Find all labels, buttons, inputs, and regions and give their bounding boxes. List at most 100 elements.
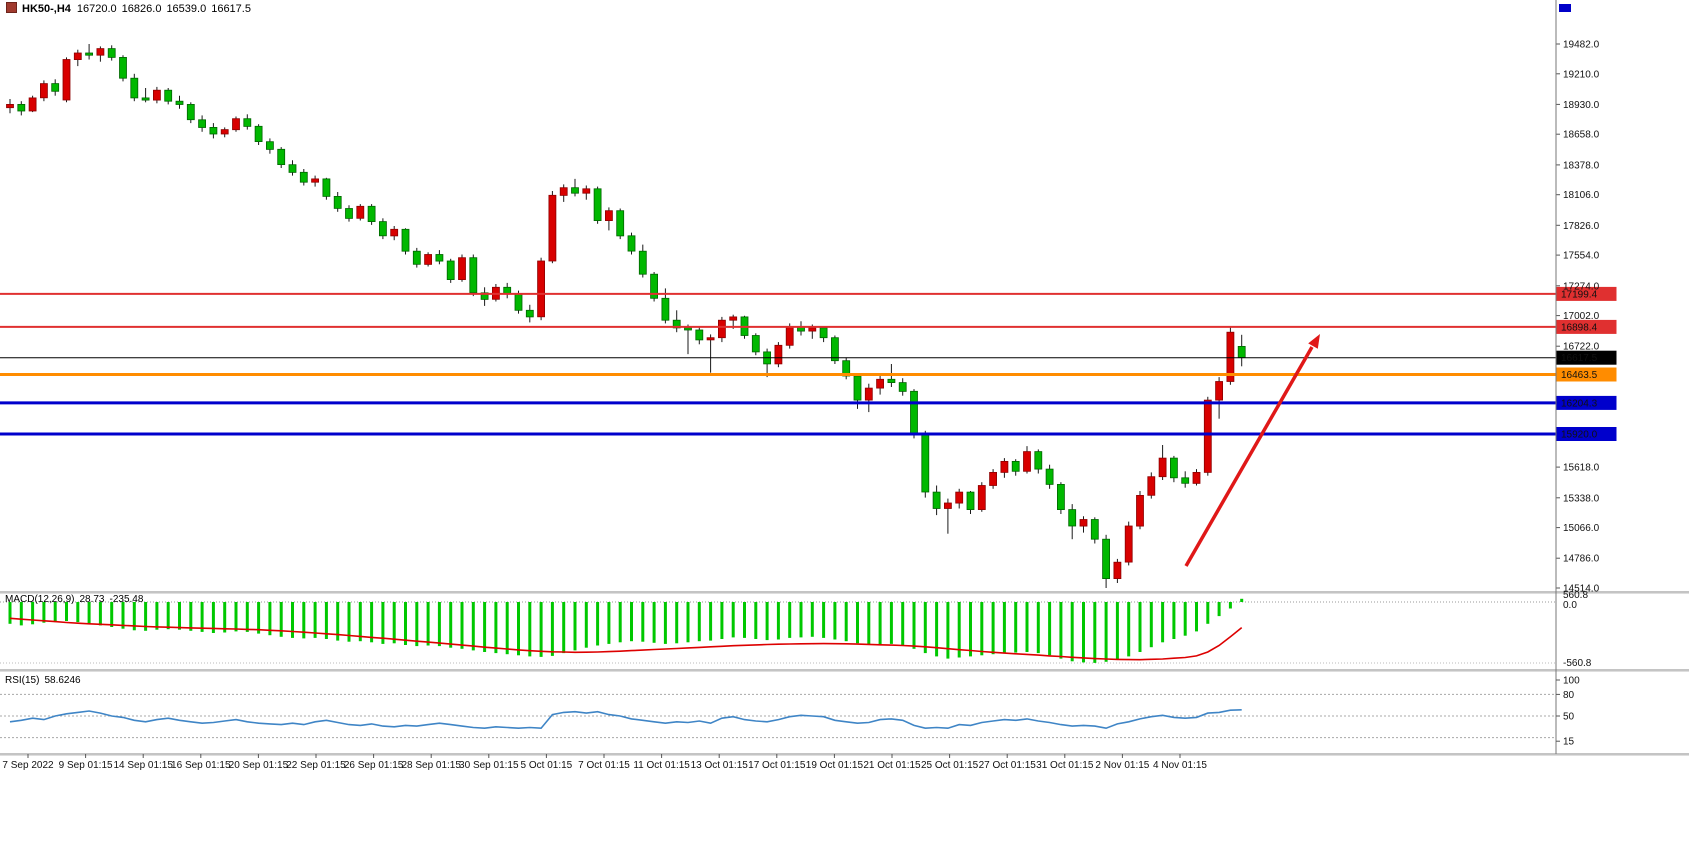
candle-down — [684, 327, 692, 331]
price-tick-label: 19210.0 — [1563, 69, 1600, 80]
candle-down — [265, 141, 274, 150]
candle-down — [299, 171, 308, 183]
rsi-value: 58.6246 — [44, 675, 81, 686]
candle-up — [582, 188, 591, 194]
candle-up — [989, 471, 997, 486]
price-line-badge[interactable] — [1556, 427, 1617, 441]
macd-axis-label: 560.8 — [1563, 590, 1588, 601]
candle-up — [424, 254, 433, 265]
price-line-badge-label: 17199.4 — [1561, 289, 1598, 300]
candle-down — [525, 309, 534, 318]
candle-up — [537, 260, 545, 318]
price-tick-label: 15066.0 — [1563, 523, 1600, 534]
candle-down — [672, 319, 681, 329]
candle-down — [571, 187, 579, 194]
open-value: 16720.0 — [76, 3, 117, 15]
candle-up — [220, 129, 229, 135]
candle-up — [390, 228, 399, 237]
price-line-badge[interactable] — [1556, 319, 1617, 334]
candle-down — [322, 178, 331, 197]
candle-down — [1090, 519, 1099, 540]
candle-down — [469, 257, 478, 294]
candle-up — [1136, 494, 1144, 527]
price-tick-label: 16722.0 — [1563, 342, 1600, 353]
candle-down — [593, 188, 602, 222]
candle-down — [254, 125, 263, 143]
candle-down — [853, 375, 862, 401]
candle-up — [40, 83, 48, 99]
candle-up — [28, 97, 37, 112]
candle-up — [311, 178, 320, 183]
candle-up — [458, 257, 466, 281]
candle-up — [73, 52, 82, 60]
candle-up — [864, 387, 873, 401]
trend-arrow-head[interactable] — [1308, 334, 1320, 349]
price-tick-label: 17826.0 — [1563, 221, 1600, 232]
price-tick-label: 17554.0 — [1563, 251, 1600, 262]
candle-up — [1192, 471, 1201, 484]
candle-down — [243, 118, 252, 127]
candle-down — [966, 491, 975, 511]
candle-up — [1147, 476, 1156, 496]
macd-axis-label: 0.0 — [1563, 600, 1577, 611]
candle-up — [605, 210, 613, 221]
date-label: 13 Oct 01:15 — [691, 760, 749, 771]
candle-up — [944, 502, 952, 509]
candle-down — [1011, 460, 1020, 472]
price-line-badge[interactable] — [1556, 395, 1617, 410]
price-line-badge[interactable] — [1556, 350, 1617, 365]
candle-down — [898, 382, 907, 392]
candle-down — [650, 273, 658, 299]
price-tick-label: 17002.0 — [1563, 311, 1600, 322]
candle-down — [514, 293, 523, 311]
macd-indicator-label: MACD(12,26,9) 28.73 -235.48 — [5, 594, 143, 605]
date-label: 4 Nov 01:15 — [1153, 760, 1207, 771]
candle-up — [1203, 399, 1212, 473]
rsi-axis-label: 80 — [1563, 690, 1575, 701]
date-label: 14 Sep 01:15 — [113, 760, 173, 771]
candle-up — [559, 187, 568, 196]
date-label: 20 Sep 01:15 — [229, 760, 289, 771]
candle-down — [1170, 457, 1178, 479]
macd-value: 28.73 — [79, 594, 105, 605]
candle-down — [401, 228, 410, 252]
candle-down — [1057, 483, 1065, 510]
candle-up — [96, 48, 105, 56]
close-value: 16617.5 — [211, 3, 251, 15]
candle-down — [1181, 477, 1190, 484]
candle-up — [955, 491, 964, 504]
candle-up — [706, 337, 715, 341]
date-label: 26 Sep 01:15 — [344, 760, 404, 771]
macd-title: MACD(12,26,9) — [5, 594, 75, 605]
candle-down — [819, 327, 828, 339]
price-tick-label: 14786.0 — [1563, 554, 1600, 565]
candle-up — [1226, 331, 1235, 382]
candle-down — [1102, 538, 1110, 580]
candle-down — [378, 221, 387, 237]
candle-down — [186, 104, 195, 121]
price-tick-label: 18930.0 — [1563, 100, 1600, 111]
candle-down — [198, 119, 207, 128]
candle-up — [718, 319, 726, 339]
candle-down — [209, 127, 218, 135]
candle-up — [1124, 525, 1133, 563]
trend-arrow-shaft[interactable] — [1184, 346, 1314, 567]
price-line-badge[interactable] — [1556, 367, 1617, 382]
date-label: 17 Oct 01:15 — [748, 760, 806, 771]
date-label: 27 Oct 01:15 — [979, 760, 1037, 771]
candle-down — [751, 335, 760, 353]
candle-down — [661, 297, 670, 321]
price-line-badge[interactable] — [1556, 286, 1617, 301]
rsi-axis-label: 15 — [1563, 737, 1575, 748]
date-label: 19 Oct 01:15 — [806, 760, 864, 771]
candle-down — [887, 378, 896, 383]
candle-down — [831, 337, 839, 362]
candle-up — [808, 327, 817, 332]
candle-down — [932, 491, 941, 509]
candle-down — [616, 210, 625, 237]
candle-up — [729, 316, 738, 321]
date-label: 22 Sep 01:15 — [286, 760, 346, 771]
macd-signal-value: -235.48 — [109, 594, 144, 605]
chart-title-bar: HK50-,H4 16720.0 16826.0 16539.0 16617.5 — [6, 2, 256, 15]
